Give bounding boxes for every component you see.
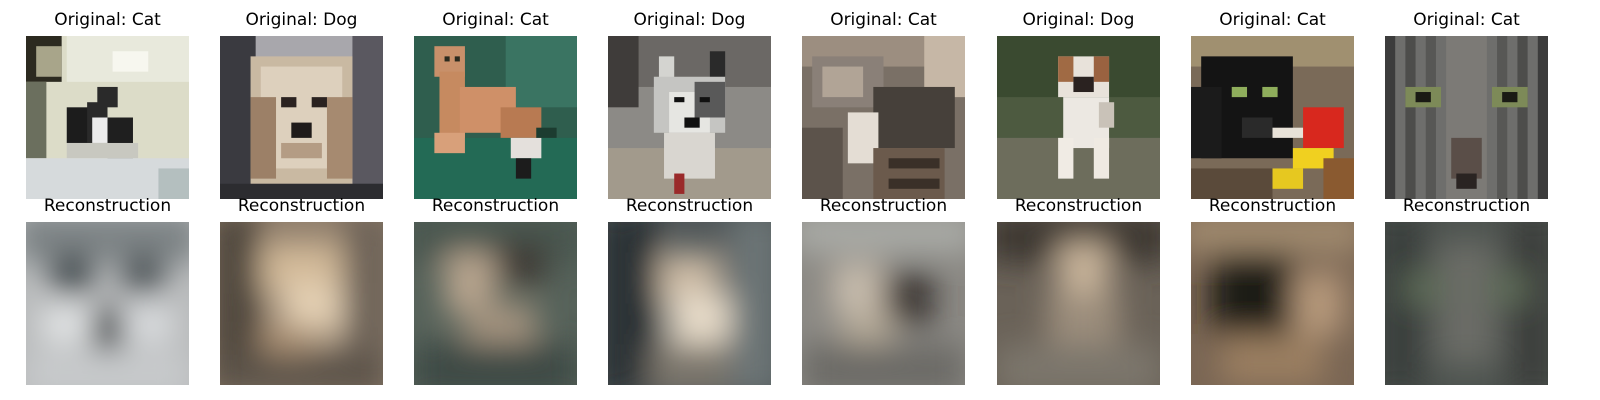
blurry-reconstruction-image (414, 222, 577, 385)
original-title: Original: Cat (442, 10, 549, 30)
reconstruction-title: Reconstruction (819, 196, 948, 216)
original-title: Original: Cat (1413, 10, 1520, 30)
original-title: Original: Cat (830, 10, 937, 30)
original-cell-3: Original: Cat (414, 8, 577, 204)
reconstruction-cell-2: Reconstruction (220, 194, 383, 390)
original-title: Original: Cat (54, 10, 161, 30)
reconstruction-cell-3: Reconstruction (414, 194, 577, 390)
original-cell-7: Original: Cat (1191, 8, 1354, 204)
blurry-reconstruction-image (220, 222, 383, 385)
reconstruction-image (414, 222, 577, 385)
reconstruction-cell-1: Reconstruction (26, 194, 189, 390)
original-image (26, 36, 189, 199)
original-cell-2: Original: Dog (220, 8, 383, 204)
cat-curled-up-image (802, 36, 965, 199)
blurry-reconstruction-image (1191, 222, 1354, 385)
reconstruction-title: Reconstruction (625, 196, 754, 216)
original-cell-5: Original: Cat (802, 8, 965, 204)
cat-near-window-image (26, 36, 189, 199)
original-cell-1: Original: Cat (26, 8, 189, 204)
dog-gray-white-image (608, 36, 771, 199)
reconstruction-image (997, 222, 1160, 385)
original-image (414, 36, 577, 199)
blurry-reconstruction-image (802, 222, 965, 385)
original-title: Original: Dog (1022, 10, 1135, 30)
reconstruction-image (1385, 222, 1548, 385)
cat-on-green-couch-image (414, 36, 577, 199)
original-image (1191, 36, 1354, 199)
reconstruction-title: Reconstruction (43, 196, 172, 216)
reconstruction-image (608, 222, 771, 385)
original-image (997, 36, 1160, 199)
reconstruction-title: Reconstruction (237, 196, 366, 216)
reconstruction-image (1191, 222, 1354, 385)
blurry-reconstruction-image (26, 222, 189, 385)
original-image (220, 36, 383, 199)
original-cell-8: Original: Cat (1385, 8, 1548, 204)
reconstruction-cell-8: Reconstruction (1385, 194, 1548, 390)
reconstruction-cell-7: Reconstruction (1191, 194, 1354, 390)
reconstruction-image (802, 222, 965, 385)
original-cell-6: Original: Dog (997, 8, 1160, 204)
reconstruction-title: Reconstruction (1014, 196, 1143, 216)
reconstruction-title: Reconstruction (1208, 196, 1337, 216)
cat-face-close-up-image (1385, 36, 1548, 199)
original-cell-4: Original: Dog (608, 8, 771, 204)
blurry-reconstruction-image (1385, 222, 1548, 385)
cat-black-with-toy-image (1191, 36, 1354, 199)
original-title: Original: Dog (633, 10, 746, 30)
dog-bulldog-puppy-image (997, 36, 1160, 199)
reconstruction-image (26, 222, 189, 385)
original-title: Original: Cat (1219, 10, 1326, 30)
reconstruction-cell-5: Reconstruction (802, 194, 965, 390)
dog-long-haired-image (220, 36, 383, 199)
original-image (1385, 36, 1548, 199)
reconstruction-cell-4: Reconstruction (608, 194, 771, 390)
reconstruction-cell-6: Reconstruction (997, 194, 1160, 390)
reconstruction-title: Reconstruction (1402, 196, 1531, 216)
original-image (608, 36, 771, 199)
blurry-reconstruction-image (608, 222, 771, 385)
reconstruction-image (220, 222, 383, 385)
blurry-reconstruction-image (997, 222, 1160, 385)
reconstruction-title: Reconstruction (431, 196, 560, 216)
original-title: Original: Dog (245, 10, 358, 30)
original-image (802, 36, 965, 199)
